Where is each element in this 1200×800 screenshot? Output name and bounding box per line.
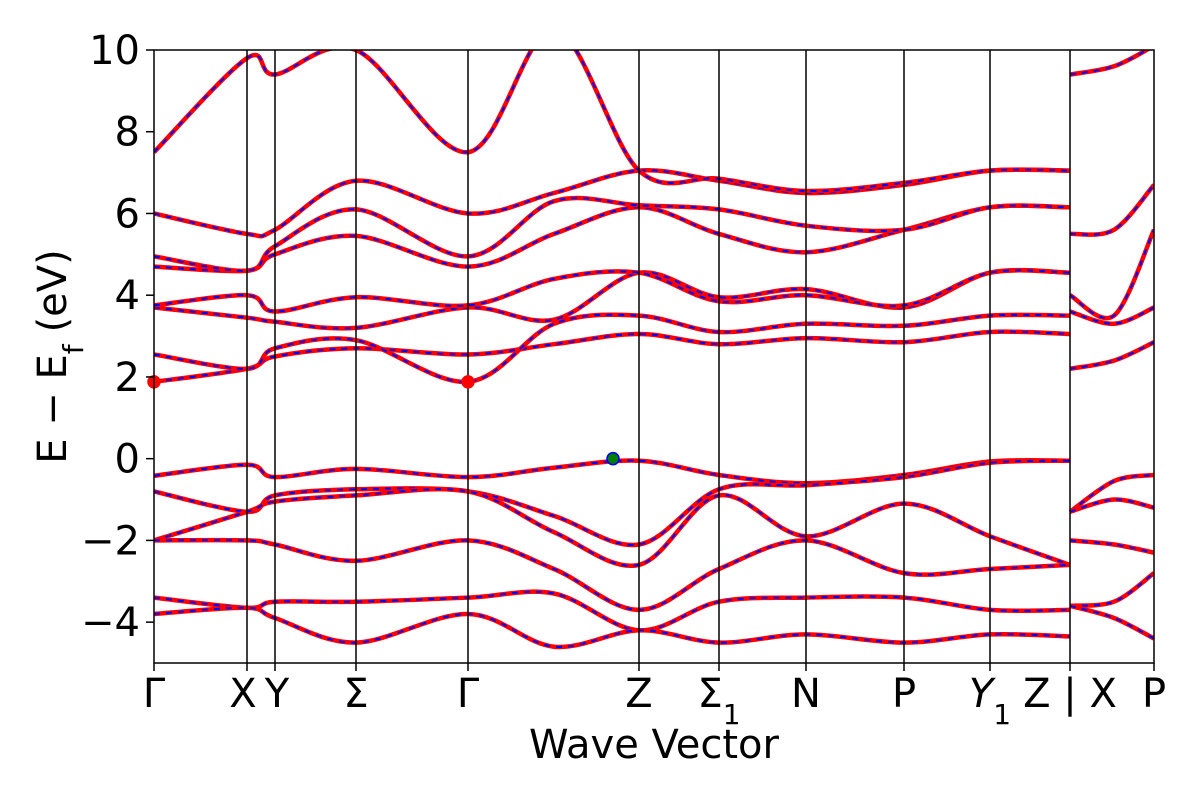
y-axis-ticks: −4 −2 0 2 4 6 8 10 bbox=[81, 28, 154, 646]
k-point-separators bbox=[246, 50, 1071, 663]
y-axis-label: E − Ef (eV) bbox=[30, 249, 90, 464]
x-axis-label: Wave Vector bbox=[529, 722, 780, 768]
x-tick-label: Z | X bbox=[1023, 671, 1117, 717]
band-10 bbox=[154, 268, 1071, 314]
x-tick-label: Γ bbox=[143, 671, 166, 717]
band-12 bbox=[154, 195, 1071, 274]
band-7-dash bbox=[154, 330, 1071, 383]
y-tick-label: 6 bbox=[115, 191, 140, 237]
x-tick-label: N bbox=[791, 671, 821, 717]
x-tick-label: Y1 bbox=[969, 671, 1011, 731]
band-segment-10 bbox=[1069, 603, 1154, 641]
band-3 bbox=[154, 486, 1071, 569]
band-3-dash bbox=[154, 488, 1071, 567]
x-tick-label: X bbox=[229, 671, 256, 717]
band-segment-3-dash bbox=[1069, 229, 1154, 319]
band-segment-5 bbox=[1069, 340, 1154, 372]
band-10-dash bbox=[154, 269, 1071, 313]
y-axis-label-unit: (eV) bbox=[30, 249, 76, 332]
band-segment-8-dash bbox=[1069, 539, 1154, 554]
y-tick-label: 4 bbox=[115, 273, 140, 319]
y-axis-label-main: E − E bbox=[30, 354, 76, 464]
band-segment-7-dash bbox=[1069, 498, 1154, 513]
x-tick-label: Γ bbox=[457, 671, 480, 717]
band-segment-4 bbox=[1069, 305, 1154, 327]
x-tick-label: Z bbox=[625, 671, 652, 717]
band-edge-markers bbox=[147, 375, 620, 466]
band-6 bbox=[154, 605, 1071, 650]
band-segment-9 bbox=[1069, 571, 1154, 609]
x-tick-label: P bbox=[1142, 671, 1166, 717]
vbm-marker bbox=[606, 451, 620, 466]
y-tick-label: 8 bbox=[115, 110, 140, 156]
y-tick-label: 2 bbox=[115, 355, 140, 401]
x-tick-label: Σ1 bbox=[697, 671, 740, 731]
plot-frame bbox=[153, 49, 1155, 664]
x-tick-label: Y bbox=[264, 671, 290, 717]
band-segment-2 bbox=[1069, 183, 1154, 237]
band-segment-6-dash bbox=[1069, 474, 1154, 513]
y-tick-label: −2 bbox=[81, 518, 140, 564]
y-tick-label: 10 bbox=[89, 28, 140, 74]
band-segment-1 bbox=[1069, 50, 1152, 77]
y-axis-label-sub: f bbox=[57, 343, 90, 354]
cbm-marker bbox=[461, 375, 475, 389]
y-tick-label: −4 bbox=[81, 600, 140, 646]
x-tick-label: Σ bbox=[343, 671, 368, 717]
x-tick-label: P bbox=[892, 671, 916, 717]
band-14 bbox=[154, 50, 1071, 194]
x-axis-ticks: Γ X Y Σ Γ Z Σ1 N P Y1 Z | X P bbox=[143, 663, 1166, 731]
band-lines bbox=[154, 50, 1154, 650]
band-14-dash bbox=[154, 50, 1071, 193]
band-segment-2-dash bbox=[1069, 184, 1154, 236]
y-tick-label: 0 bbox=[115, 437, 140, 483]
svg-text:E − Ef(eV): E − Ef (eV) bbox=[30, 249, 90, 464]
band-2-dash bbox=[154, 459, 1071, 547]
